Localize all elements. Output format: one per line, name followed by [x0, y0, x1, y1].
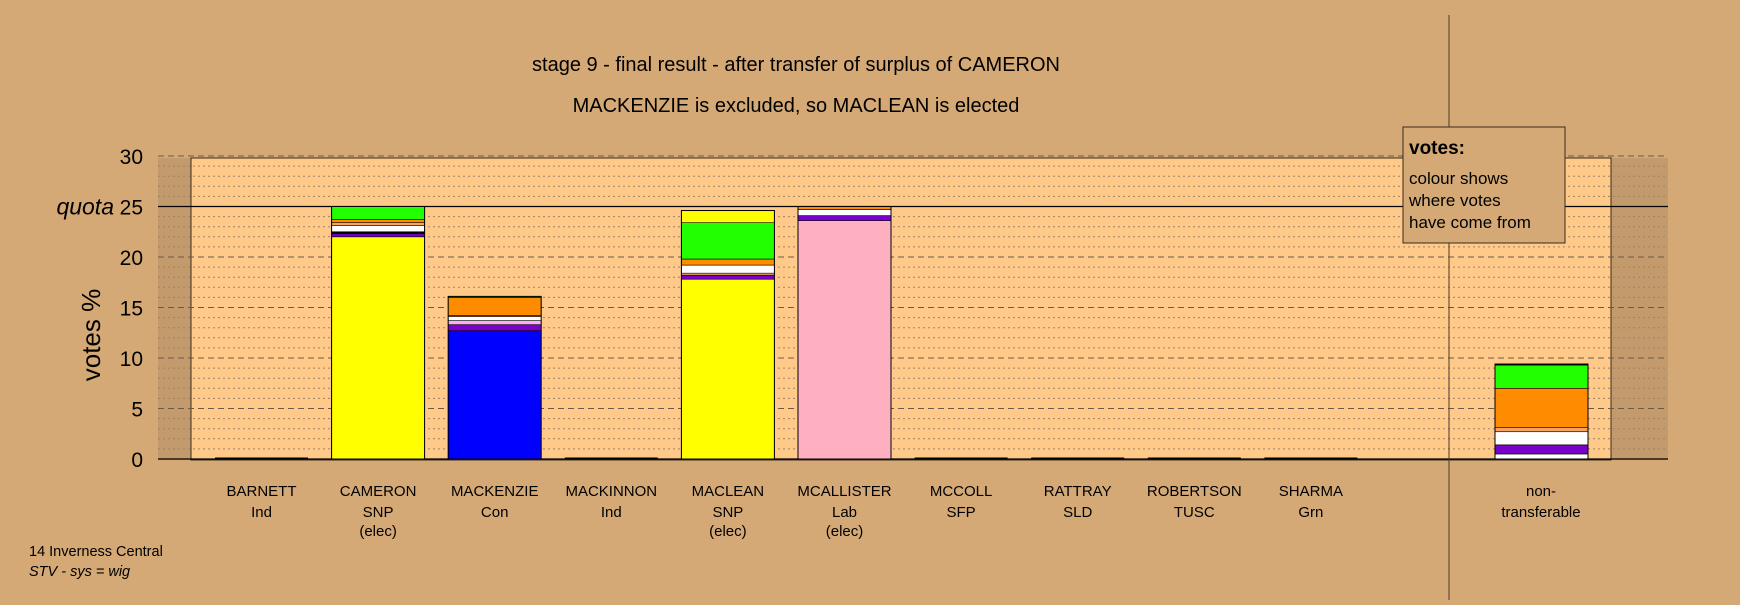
bar-segment [447, 330, 542, 460]
y-tick-label: 5 [131, 399, 143, 422]
candidate-name: CAMERON [340, 483, 417, 500]
bar-segment [1494, 431, 1589, 446]
bar-segment [331, 219, 425, 223]
candidate-name: MACLEAN [692, 483, 765, 500]
legend: votes: colour shows where votes have com… [1402, 126, 1566, 244]
bar-segment [331, 222, 425, 226]
nontransferable-label-line2: transferable [1501, 504, 1580, 521]
y-tick-label: 0 [131, 449, 143, 472]
y-tick-label: 15 [120, 298, 143, 321]
candidate-party: SFP [947, 504, 976, 521]
candidate-status: (elec) [826, 523, 864, 540]
candidate-name: BARNETT [226, 483, 296, 500]
bar-segment [1494, 387, 1589, 428]
candidate-party: SNP [712, 504, 743, 521]
quota-label: quota [56, 194, 114, 220]
bar-segment [681, 258, 775, 266]
bar-segment [1494, 364, 1589, 389]
bar-segment [681, 278, 775, 460]
bar-segment [331, 236, 425, 460]
candidate-party: Lab [832, 504, 857, 521]
candidate-party: Grn [1298, 504, 1323, 521]
y-tick-label: 10 [120, 348, 143, 371]
chart-subtitle: MACKENZIE is excluded, so MACLEAN is ele… [573, 95, 1020, 117]
bar-segment [447, 316, 542, 321]
candidate-party: Ind [601, 504, 622, 521]
candidate-party: SLD [1063, 504, 1092, 521]
bar-outline [447, 295, 542, 460]
candidate-name: MCALLISTER [797, 483, 891, 500]
bars-group [215, 206, 1589, 460]
y-tick-label: 20 [120, 247, 143, 270]
bar-segment [331, 233, 425, 238]
bar-outline [1494, 363, 1589, 460]
y-axis-label: votes % [76, 289, 106, 382]
bar-segment [1494, 444, 1589, 455]
y-tick-label: 30 [120, 146, 143, 169]
bar-segment [331, 206, 425, 220]
bar-segment [331, 231, 425, 235]
bar-outline [680, 210, 775, 460]
candidate-labels: BARNETT Ind CAMERON SNP (elec) MACKENZIE Con MA… [226, 483, 1343, 540]
bar-segment [331, 225, 425, 233]
candidate-party: Ind [251, 504, 272, 521]
bar-segment [681, 274, 775, 280]
bar-maclean [680, 210, 775, 460]
bar-segment [1494, 427, 1589, 433]
bar-segment [447, 297, 542, 316]
bar-segment [681, 222, 775, 260]
legend-line-1: colour shows [1409, 169, 1508, 188]
y-tick-label: 25 [120, 197, 143, 220]
legend-line-2: where votes [1408, 191, 1501, 210]
bar-mackenzie [447, 295, 542, 460]
legend-title: votes: [1409, 138, 1465, 159]
bar-cameron [331, 206, 426, 460]
bar-segment [681, 264, 775, 274]
candidate-party: SNP [363, 504, 394, 521]
bar-segment [797, 220, 892, 460]
bar-segment [447, 320, 542, 325]
y-tick-labels: 0 5 10 15 20 25 30 [120, 146, 143, 472]
bar-segment [681, 210, 775, 223]
candidate-party: Con [481, 504, 509, 521]
bar-segment [447, 324, 542, 332]
candidate-status: (elec) [709, 523, 747, 540]
legend-box [1402, 126, 1566, 244]
bar-non-transferable [1494, 363, 1589, 460]
bar-segment [797, 209, 892, 216]
bar-segment [681, 272, 775, 276]
candidate-party: TUSC [1174, 504, 1215, 521]
bar-mcallister [797, 206, 892, 460]
bar-outline [331, 206, 426, 460]
candidate-name: MACKENZIE [451, 483, 539, 500]
candidate-status: (elec) [359, 523, 397, 540]
candidate-name: SHARMA [1279, 483, 1343, 500]
bar-segment [797, 215, 892, 221]
candidate-name: ROBERTSON [1147, 483, 1242, 500]
system-label: STV - sys = wig [29, 564, 130, 580]
chart-title: stage 9 - final result - after transfer … [532, 54, 1060, 76]
plot-area [190, 157, 1612, 461]
candidate-name: RATTRAY [1044, 483, 1112, 500]
candidate-name: MACKINNON [565, 483, 657, 500]
nontransferable-label-line1: non- [1526, 483, 1556, 500]
candidate-name: MCCOLL [930, 483, 993, 500]
ward-label: 14 Inverness Central [29, 544, 163, 560]
bar-segment [1494, 453, 1589, 460]
bar-outline [797, 206, 892, 460]
legend-line-3: have come from [1409, 213, 1531, 232]
